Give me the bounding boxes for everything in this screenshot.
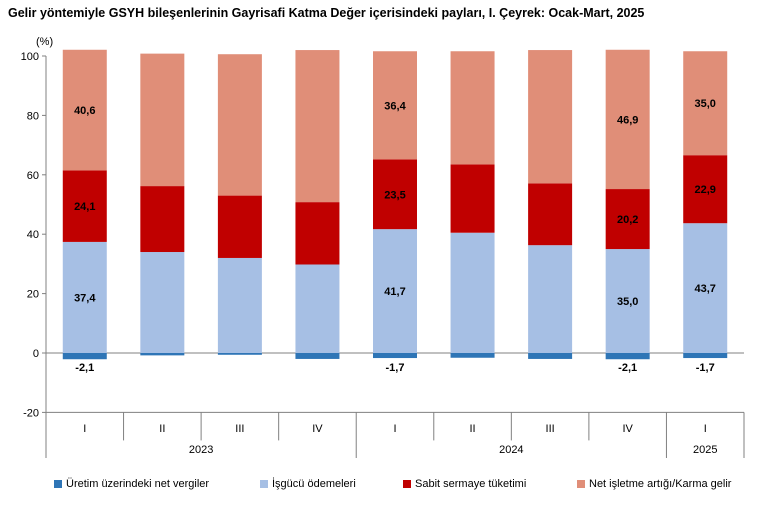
y-tick-label: -20 (23, 407, 39, 419)
bar-segment (605, 189, 650, 250)
bar-segment (528, 353, 573, 359)
bar-segment (373, 229, 417, 353)
legend-label: İşgücü ödemeleri (272, 478, 356, 490)
bar-segment (217, 195, 262, 258)
x-tick-label: III (235, 423, 244, 435)
x-tick-label: I (704, 423, 707, 435)
bar-segment (605, 49, 650, 190)
year-label: 2024 (499, 444, 523, 456)
x-tick-label: I (393, 423, 396, 435)
data-label: -1,7 (386, 362, 405, 374)
legend-item: Üretim üzerindeki net vergiler (54, 478, 209, 490)
legend-swatch (577, 480, 585, 488)
bar-segment (450, 232, 495, 353)
bar-segment (295, 353, 340, 359)
legend-swatch (260, 480, 268, 488)
bar-segment (683, 223, 728, 353)
bar-segment (373, 51, 417, 160)
bars (62, 49, 728, 360)
data-label: -2,1 (618, 362, 637, 374)
legend-item: Sabit sermaye tüketimi (403, 478, 526, 490)
data-label: -2,1 (75, 362, 94, 374)
data-label: 41,7 (384, 286, 405, 298)
data-label: 24,1 (74, 201, 95, 213)
legend-label: Sabit sermaye tüketimi (415, 478, 527, 490)
bar-segment (373, 353, 417, 359)
data-label: 22,9 (695, 184, 716, 196)
bar-segment (450, 164, 495, 233)
bar-segment (140, 252, 185, 353)
legend-label: Üretim üzerindeki net vergiler (66, 478, 210, 490)
bar-segment (140, 353, 185, 356)
x-tick-label: III (546, 423, 555, 435)
bar-segment (528, 245, 573, 353)
bar-segment (528, 50, 573, 184)
bar-segment (373, 159, 417, 230)
legend-swatch (403, 480, 411, 488)
y-tick-label: 100 (21, 51, 39, 63)
bar-segment (605, 249, 650, 353)
bar-segment (528, 183, 573, 246)
x-tick-label: IV (312, 423, 323, 435)
x-tick-label: II (159, 423, 165, 435)
x-tick-label: I (83, 423, 86, 435)
legend-label: Net işletme artığı/Karma gelir (589, 478, 732, 490)
bar-segment (450, 353, 495, 358)
bar-segment (683, 155, 728, 224)
bar-segment (295, 202, 340, 265)
data-label: 46,9 (617, 114, 638, 126)
legend-item: İşgücü ödemeleri (260, 478, 356, 490)
data-label: 40,6 (74, 105, 95, 117)
y-tick-label: 0 (33, 348, 39, 360)
x-tick-label: II (469, 423, 475, 435)
bar-segment (605, 353, 650, 360)
data-label: 43,7 (695, 283, 716, 295)
y-tick-label: 80 (27, 110, 39, 122)
year-label: 2025 (693, 444, 717, 456)
bar-segment (450, 51, 495, 165)
bar-segment (683, 51, 728, 156)
bar-segment (62, 241, 107, 353)
bar-segment (683, 353, 728, 359)
y-tick-label: 60 (27, 170, 39, 182)
bar-segment (62, 49, 107, 171)
data-label: 35,0 (695, 98, 716, 110)
legend-item: Net işletme artığı/Karma gelir (577, 478, 731, 490)
data-label: 23,5 (384, 189, 405, 201)
bar-segment (217, 257, 262, 353)
data-label: 36,4 (384, 100, 406, 112)
year-label: 2023 (189, 444, 213, 456)
bar-segment (62, 353, 107, 360)
data-label: 37,4 (74, 292, 96, 304)
bar-segment (140, 186, 185, 253)
bar-segment (295, 264, 340, 353)
y-axis-label: (%) (36, 36, 53, 48)
y-tick-label: 20 (27, 289, 39, 301)
data-label: 35,0 (617, 296, 638, 308)
y-tick-label: 40 (27, 229, 39, 241)
stacked-bar-chart: 100 80 60 40 20 0 -20 -2,1 37,4 24,1 40,6 -1,7 41,7… (21, 36, 745, 458)
data-label: -1,7 (696, 362, 715, 374)
bar-segment (62, 170, 107, 242)
legend-swatch (54, 480, 62, 488)
data-labels: -2,1 37,4 24,1 40,6 -1,7 41,7 23,5 36,4 -2,1 35,0… (74, 98, 716, 374)
x-tick-label: IV (622, 423, 633, 435)
bar-segment (217, 353, 262, 355)
bar-segment (295, 50, 340, 203)
data-label: 20,2 (617, 214, 638, 226)
chart-title: Gelir yöntemiyle GSYH bileşenlerinin Gay… (8, 6, 645, 20)
bar-segment (217, 54, 262, 196)
bar-segment (140, 53, 185, 187)
